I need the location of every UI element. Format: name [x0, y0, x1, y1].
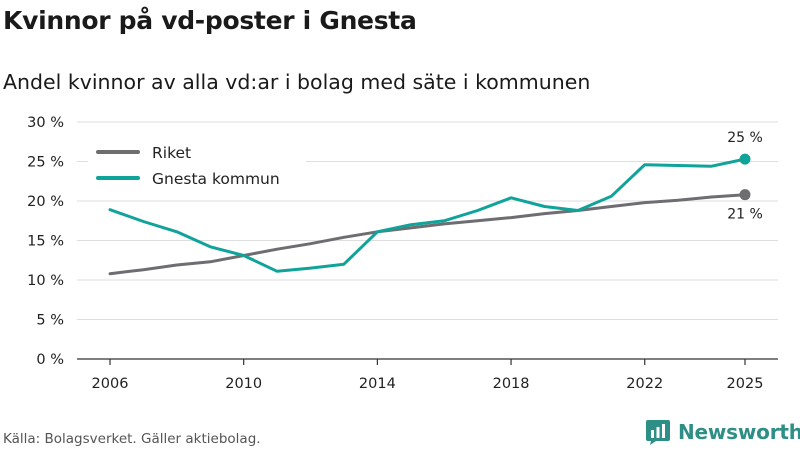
x-tick-label: 2025	[727, 376, 764, 392]
y-tick-label: 20 %	[27, 194, 64, 210]
endpoint-marker-gnesta	[739, 153, 751, 165]
x-tick-label: 2006	[92, 376, 129, 392]
y-tick-label: 30 %	[27, 115, 64, 131]
legend-label-riket: Riket	[152, 144, 191, 162]
x-tick-label: 2018	[493, 376, 530, 392]
y-tick-label: 15 %	[27, 234, 64, 250]
y-tick-label: 0 %	[36, 352, 64, 368]
x-tick-label: 2010	[225, 376, 262, 392]
y-tick-label: 10 %	[27, 273, 64, 289]
y-axis: 0 % 5 % 10 % 15 % 20 % 25 % 30 %	[27, 115, 64, 368]
legend: Riket Gnesta kommun	[88, 136, 306, 192]
x-axis: 2006 2010 2014 2018 2022 2025	[92, 359, 764, 392]
data-label-gnesta: 25 %	[727, 130, 763, 146]
series-line-riket	[108, 193, 747, 276]
series-endpoints: 21 % 25 %	[727, 130, 763, 223]
series-lines	[108, 157, 747, 276]
x-tick-label: 2022	[626, 376, 663, 392]
chart-subtitle: Andel kvinnor av alla vd:ar i bolag med …	[3, 70, 591, 94]
legend-background	[88, 136, 306, 192]
newsworthy-logo-icon	[646, 420, 670, 445]
x-tick-label: 2014	[359, 376, 396, 392]
chart-title: Kvinnor på vd-poster i Gnesta	[3, 6, 417, 35]
brand-name: Newsworthy	[678, 420, 800, 444]
y-tick-label: 25 %	[27, 155, 64, 171]
legend-label-gnesta: Gnesta kommun	[152, 170, 280, 188]
data-label-riket: 21 %	[727, 207, 763, 223]
endpoint-marker-riket	[739, 189, 751, 201]
source-note: Källa: Bolagsverket. Gäller aktiebolag.	[3, 431, 261, 447]
series-line-gnesta	[108, 157, 747, 273]
y-tick-label: 5 %	[36, 313, 64, 329]
newsworthy-logo: Newsworthy	[645, 418, 800, 446]
